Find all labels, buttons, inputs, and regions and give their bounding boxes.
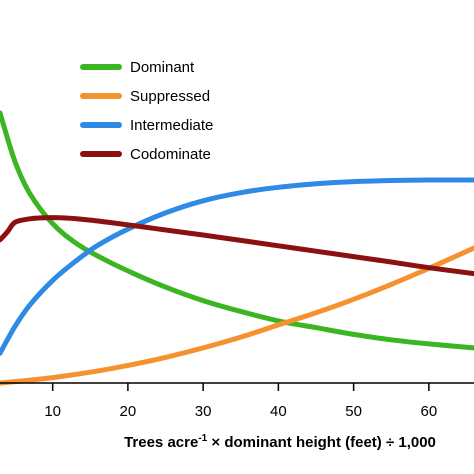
series-layer — [0, 110, 474, 386]
x-tick-label: 10 — [44, 403, 61, 420]
x-tick-label: 60 — [421, 403, 438, 420]
series-line-codominate — [0, 215, 474, 277]
x-tick-label: 50 — [345, 403, 362, 420]
series-line-dominant — [0, 110, 474, 351]
series-line-intermediate — [0, 177, 474, 356]
x-tick-label: 30 — [195, 403, 212, 420]
legend-label-dominant: Dominant — [130, 59, 195, 76]
x-tick-label: 20 — [120, 403, 137, 420]
legend-label-codominate: Codominate — [130, 146, 211, 163]
legend-label-intermediate: Intermediate — [130, 117, 213, 134]
series-line-suppressed — [0, 245, 474, 386]
x-axis-ticks: 10 20 30 40 50 60 — [44, 383, 437, 420]
legend-label-suppressed: Suppressed — [130, 88, 210, 105]
x-axis-label: Trees acre-1 × dominant height (feet) ÷ … — [124, 433, 436, 451]
legend: Dominant Suppressed Intermediate Codominate — [80, 59, 213, 163]
x-tick-label: 40 — [270, 403, 287, 420]
